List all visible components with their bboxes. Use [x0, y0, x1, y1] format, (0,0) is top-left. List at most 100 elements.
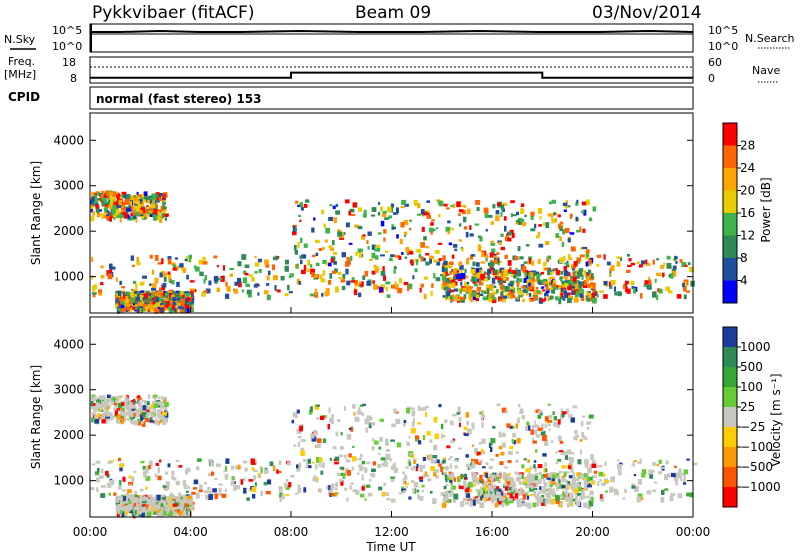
- data-cell: [570, 264, 576, 268]
- data-cell: [101, 191, 104, 196]
- data-cell: [125, 214, 130, 218]
- data-cell: [342, 473, 346, 479]
- data-cell: [285, 478, 289, 483]
- data-cell: [567, 481, 571, 485]
- data-cell: [604, 479, 610, 483]
- data-cell: [507, 269, 512, 274]
- data-cell: [430, 465, 436, 472]
- data-cell: [574, 488, 579, 494]
- data-cell: [95, 204, 100, 209]
- data-cell: [507, 237, 512, 242]
- data-cell: [348, 261, 351, 265]
- data-cell: [408, 251, 414, 255]
- data-cell: [581, 492, 585, 497]
- data-cell: [404, 233, 407, 237]
- data-cell: [515, 459, 519, 463]
- data-cell: [515, 220, 519, 225]
- data-cell: [187, 496, 192, 500]
- data-cell: [587, 476, 593, 481]
- data-cell: [613, 488, 618, 492]
- data-cell: [346, 434, 352, 440]
- data-cell: [409, 453, 413, 456]
- data-cell: [480, 494, 484, 501]
- data-cell: [131, 405, 137, 408]
- data-cell: [576, 229, 580, 233]
- data-cell: [358, 252, 363, 258]
- data-cell: [394, 281, 397, 287]
- data-cell: [344, 199, 350, 204]
- data-cell: [640, 497, 644, 501]
- data-cell: [453, 477, 456, 482]
- data-cell: [507, 472, 511, 476]
- data-cell: [568, 463, 573, 467]
- data-cell: [214, 477, 218, 480]
- data-cell: [528, 485, 532, 489]
- data-cell: [416, 463, 419, 469]
- data-cell: [342, 273, 346, 279]
- data-cell: [504, 225, 507, 232]
- data-cell: [568, 254, 571, 259]
- data-cell: [563, 451, 567, 456]
- data-cell: [100, 406, 104, 410]
- data-cell: [317, 438, 322, 444]
- data-cell: [496, 497, 500, 503]
- data-cell: [393, 467, 399, 473]
- data-cell: [567, 285, 572, 291]
- data-cell: [577, 499, 581, 506]
- data-cell: [581, 420, 584, 427]
- data-cell: [159, 215, 162, 221]
- data-cell: [686, 492, 690, 497]
- data-cell: [465, 501, 469, 505]
- data-cell: [167, 307, 172, 310]
- data-cell: [563, 209, 567, 212]
- data-cell: [534, 466, 537, 472]
- data-cell: [531, 299, 534, 302]
- data-cell: [417, 213, 422, 216]
- data-cell: [330, 483, 335, 489]
- data-cell: [450, 440, 455, 444]
- data-cell: [94, 396, 97, 402]
- data-cell: [300, 439, 305, 442]
- data-cell: [580, 281, 584, 287]
- data-cell: [581, 210, 585, 214]
- data-cell: [509, 493, 513, 499]
- data-cell: [92, 285, 96, 292]
- data-cell: [135, 413, 140, 418]
- data-cell: [130, 212, 134, 217]
- data-cell: [498, 445, 503, 450]
- data-cell: [313, 475, 316, 478]
- data-cell: [558, 450, 564, 453]
- data-cell: [567, 238, 571, 243]
- data-cell: [295, 200, 299, 204]
- data-cell: [416, 259, 419, 266]
- data-cell: [420, 256, 424, 262]
- data-cell: [443, 286, 449, 291]
- data-cell: [179, 496, 184, 502]
- data-cell: [592, 475, 597, 478]
- data-cell: [346, 280, 351, 286]
- data-cell: [422, 489, 425, 493]
- data-cell: [251, 486, 257, 493]
- data-cell: [626, 269, 631, 273]
- data-cell: [92, 210, 95, 216]
- colorbar-swatch: [723, 145, 737, 169]
- noise-left-label: N.Sky: [4, 33, 36, 46]
- data-cell: [111, 209, 115, 216]
- data-cell: [549, 276, 555, 280]
- colorbar-swatch: [723, 467, 737, 488]
- data-cell: [488, 296, 493, 303]
- data-cell: [345, 459, 351, 463]
- data-cell: [187, 498, 190, 503]
- data-cell: [345, 222, 350, 228]
- data-cell: [492, 438, 496, 444]
- data-cell: [642, 469, 647, 475]
- data-cell: [518, 278, 523, 283]
- data-cell: [94, 194, 97, 200]
- data-cell: [557, 458, 562, 462]
- data-cell: [444, 419, 448, 424]
- data-cell: [550, 269, 554, 272]
- colorbar-swatch: [723, 213, 737, 236]
- data-cell: [673, 265, 677, 270]
- data-cell: [157, 475, 162, 481]
- colorbar-frame: [722, 326, 738, 508]
